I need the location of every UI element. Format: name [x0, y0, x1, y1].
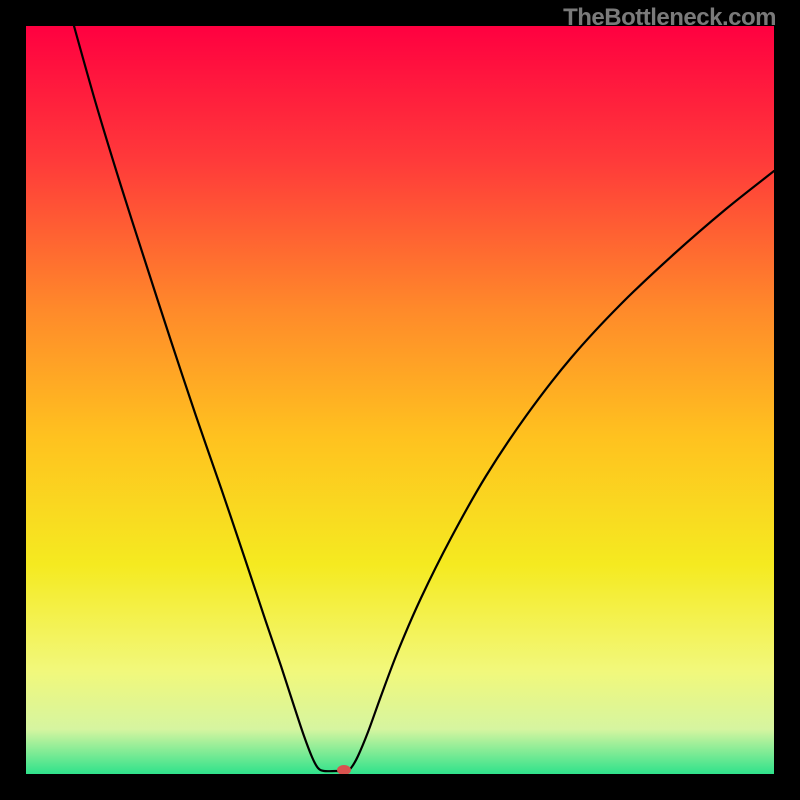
gradient-background [26, 26, 774, 774]
chart-svg [26, 26, 774, 774]
plot-area [26, 26, 774, 774]
chart-container: TheBottleneck.com [0, 0, 800, 800]
